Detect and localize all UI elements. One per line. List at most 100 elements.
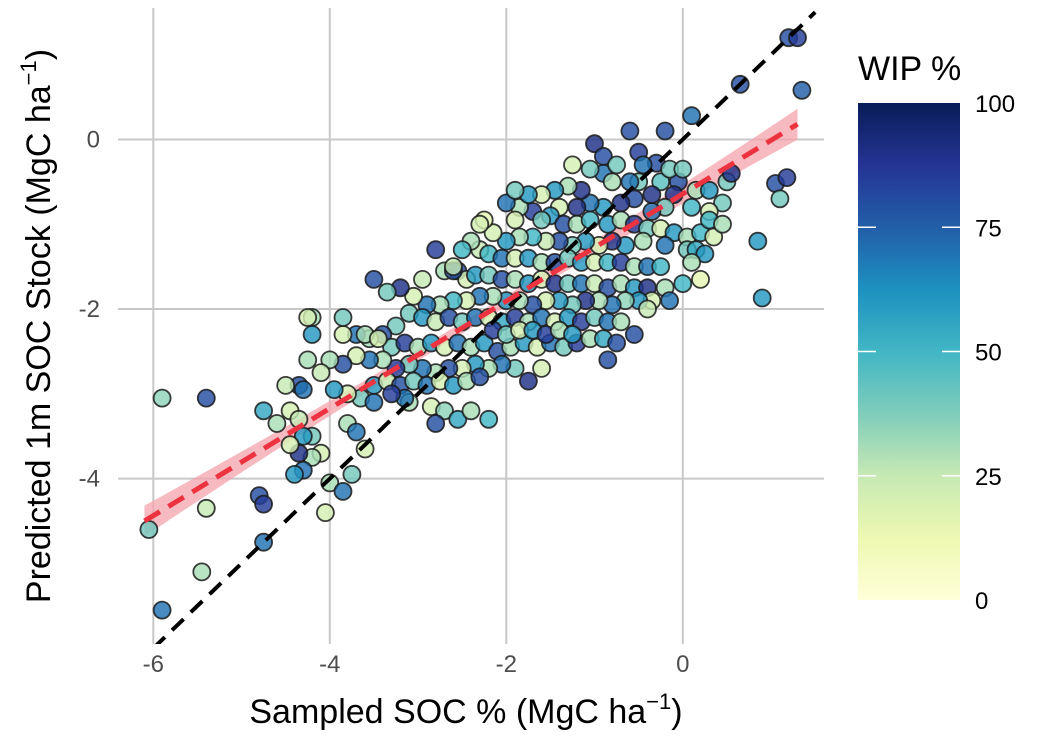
data-point [196,388,216,408]
y-tick-label: -2 [79,296,100,323]
data-point [302,325,322,344]
data-point [598,350,618,370]
data-point [660,291,679,311]
data-point [633,155,653,175]
data-point [607,155,626,175]
colorbar-tick-label: 25 [975,464,1002,491]
colorbar-tick-label: 100 [975,91,1015,118]
data-point [655,121,675,141]
data-point [563,155,582,175]
data-point [426,414,446,433]
data-point [342,464,362,484]
data-point [682,106,701,126]
data-point [285,464,304,484]
y-tick-label: 0 [87,126,100,153]
reference-lines [143,10,817,644]
colorbar-tick-label: 50 [975,340,1002,367]
data-point [682,197,701,217]
data-point [364,269,384,289]
data-point [505,180,525,200]
data-point [655,235,675,255]
data-point [404,286,424,306]
data-point [777,168,797,188]
tick-labels: -6 -4 -2 0 -4 -2 0 [79,126,690,678]
data-point [699,180,719,200]
data-point [479,409,499,429]
data-point [519,371,538,391]
data-point [642,185,662,205]
data-point [496,231,516,251]
x-tick-label: -6 [143,651,164,678]
colorbar-tick-label: 0 [975,588,988,615]
data-point [651,257,671,277]
data-point [267,414,287,433]
y-axis-title: Predicted 1m SOC Stock (MgC ha−1) [16,49,58,603]
data-point [470,367,490,387]
data-point [483,223,503,243]
data-point [320,473,340,493]
data-point [152,600,172,620]
data-point [315,503,335,522]
data-point [254,401,274,421]
data-point [293,426,313,446]
colorbar-tick-label: 75 [975,215,1002,242]
data-point [602,172,622,192]
data-point [704,227,724,247]
data-point [443,257,463,277]
data-point [607,333,626,353]
identity-line [154,10,817,644]
data-point [611,312,631,332]
data-point [713,193,732,213]
data-point [377,282,397,302]
data-point [752,288,772,308]
data-point [673,274,693,294]
data-point [691,269,710,289]
data-point [368,329,388,349]
data-point [448,409,468,429]
data-point [298,350,318,370]
data-point [770,189,790,209]
data-point [276,375,296,395]
data-point [611,193,631,213]
data-point [346,422,366,442]
data-point [673,159,693,179]
data-point [505,210,525,230]
data-point [333,481,353,501]
data-point [638,299,657,319]
data-point [435,401,454,421]
data-point [748,231,768,251]
data-point [152,388,172,408]
data-point [620,121,640,141]
x-axis-title: Sampled SOC % (MgC ha−1) [249,689,682,731]
data-point [333,325,353,344]
data-point [413,269,432,289]
data-point [496,193,516,213]
data-point [320,350,340,370]
data-point [682,252,701,272]
data-point [139,520,159,539]
data-point [426,240,446,260]
data-point [324,380,344,400]
data-point [298,308,318,327]
data-point [695,244,715,264]
data-point [461,401,481,421]
data-points [139,28,812,620]
data-point [624,325,644,344]
data-point [713,214,732,234]
data-point [474,333,494,353]
data-point [311,363,331,383]
data-point [567,197,587,217]
x-tick-label: 0 [676,651,689,678]
legend-title: WIP % [858,50,961,88]
data-point [580,159,600,179]
colorbar-legend: WIP % 0 25 50 75 100 [858,50,1015,615]
x-tick-label: -4 [319,651,340,678]
data-point [293,380,313,400]
data-point [355,439,375,459]
data-point [333,308,353,327]
data-point [532,358,551,378]
data-point [585,134,604,154]
data-point [386,316,406,336]
data-point [382,384,402,404]
data-point [563,325,582,344]
